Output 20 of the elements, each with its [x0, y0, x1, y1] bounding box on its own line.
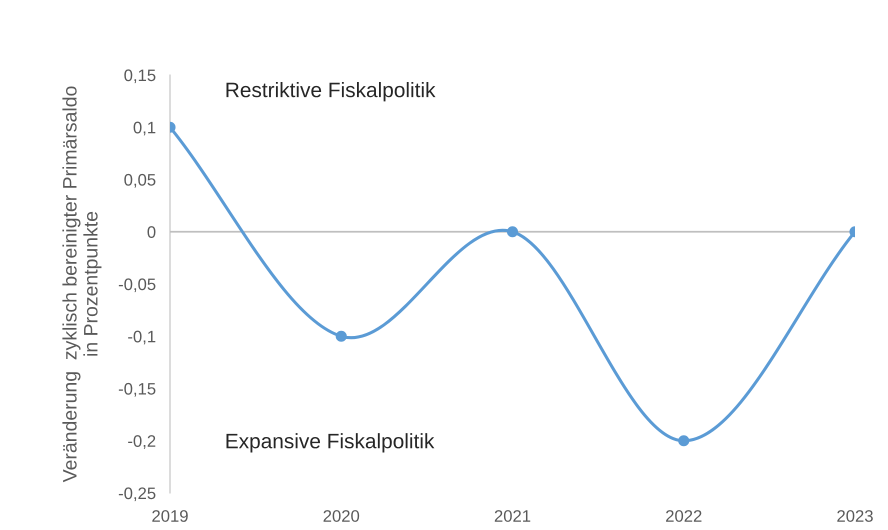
- point: [336, 330, 347, 342]
- y-tick-label: 0,05: [124, 174, 156, 188]
- point: [506, 226, 518, 238]
- y-tick-label: 0: [147, 226, 156, 238]
- y-tick-label: 0,1: [134, 122, 156, 136]
- y-tick-label: -0,05: [118, 278, 156, 292]
- y-tick-label: 0,15: [124, 69, 156, 84]
- y-tick-label: -0,2: [128, 435, 156, 449]
- x-tick-label: 2023: [837, 510, 873, 522]
- point: [678, 435, 690, 446]
- x-tick-label: 2019: [152, 510, 188, 522]
- x-tick-label: 2022: [666, 510, 702, 522]
- y-tick-label: -0,25: [118, 487, 156, 502]
- annotation: Expansive Fiskalpolitik: [226, 433, 434, 453]
- y-tick-label: -0,1: [128, 330, 156, 344]
- y-tick-label: -0,15: [118, 382, 156, 397]
- annotation: Restriktive Fiskalpolitik: [226, 82, 436, 102]
- y-axis-title: Veränderung zyklisch bereinigter Primärsaldo in Prozentpunkte: [62, 86, 102, 482]
- x-tick-label: 2020: [324, 510, 360, 522]
- x-tick-label: 2021: [494, 510, 530, 522]
